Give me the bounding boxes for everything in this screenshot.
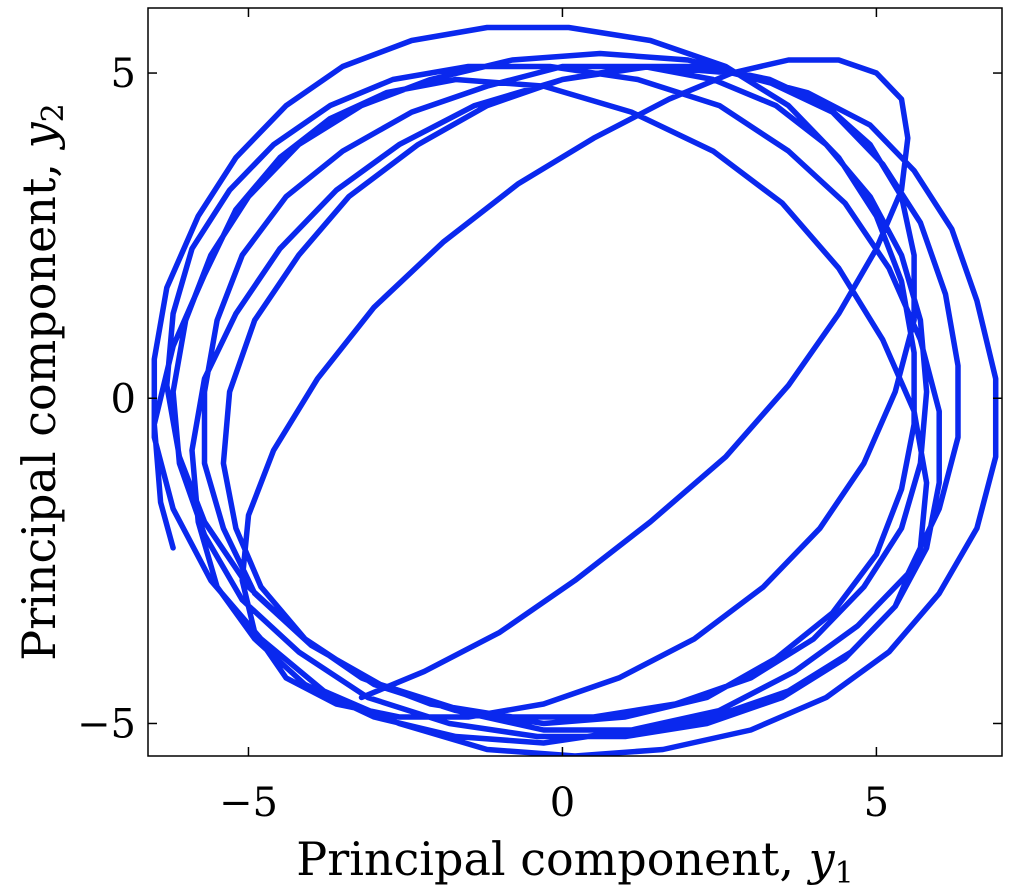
axes-frame — [147, 7, 1003, 757]
trajectory-line — [151, 24, 999, 756]
y-tick-label: −5 — [77, 701, 136, 747]
x-axis-ticks: −5 0 5 — [219, 8, 889, 826]
x-axis-label: Principal component, y1 — [296, 832, 853, 891]
x-tick-label: 0 — [550, 780, 575, 826]
x-tick-label: 5 — [864, 780, 889, 826]
y-axis-label: Principal component, y2 — [12, 103, 71, 660]
y-axis-ticks: −5 0 5 — [77, 51, 1002, 747]
plot-area — [151, 24, 999, 756]
y-tick-label: 0 — [111, 376, 136, 422]
y-tick-label: 5 — [111, 51, 136, 97]
x-tick-label: −5 — [219, 780, 278, 826]
